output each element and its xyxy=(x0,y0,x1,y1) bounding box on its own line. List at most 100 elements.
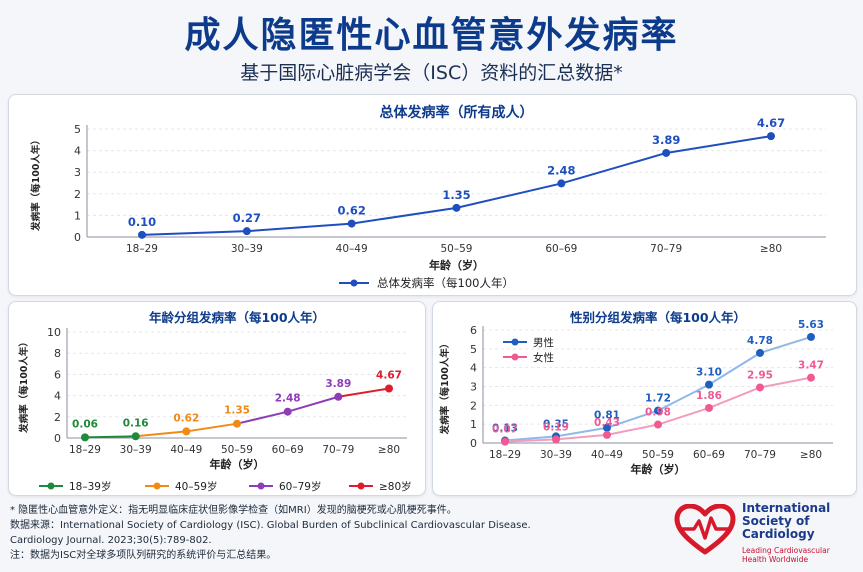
data-label: 1.35 xyxy=(224,405,250,417)
data-label: 3.10 xyxy=(696,367,722,379)
data-point xyxy=(81,433,89,442)
data-point xyxy=(334,392,343,401)
legend-marker xyxy=(511,338,519,346)
x-tick-label: 18–29 xyxy=(126,243,158,255)
series-segment xyxy=(84,435,136,439)
data-point xyxy=(283,407,292,416)
x-axis-label: 年龄（岁） xyxy=(631,462,686,476)
legend-label: 总体发病率（每100人年） xyxy=(377,276,514,290)
overall-incidence-panel: 总体发病率（所有成人） 0 1 2 3 4 5 18–29 30–39 40–49 50–59 60–… xyxy=(8,94,857,296)
data-point xyxy=(654,406,662,415)
data-label: 0.19 xyxy=(543,421,569,433)
x-tick-label: 60–69 xyxy=(272,444,304,456)
y-tick-label: 5 xyxy=(470,343,477,356)
x-tick-label: 60–69 xyxy=(693,449,725,461)
y-tick-label: 5 xyxy=(74,123,81,136)
footnote-definition: * 隐匿性心血管意外定义：指无明显临床症状但影像学检查（如MRI）发现的脑梗死或… xyxy=(10,505,457,516)
x-tick-label: 30–39 xyxy=(540,449,572,461)
x-tick-label: ≥80 xyxy=(800,449,822,461)
data-point xyxy=(705,380,713,389)
data-label: 0.62 xyxy=(337,204,365,218)
data-point xyxy=(603,430,611,439)
legend-marker xyxy=(47,482,55,490)
data-label: 0.35 xyxy=(543,418,569,430)
data-point xyxy=(233,419,241,428)
y-tick-label: 2 xyxy=(470,399,477,412)
data-label: 0.62 xyxy=(173,412,199,424)
page-subtitle: 基于国际心脏病学会（ISC）资料的汇总数据* xyxy=(240,62,623,84)
data-label: 0.27 xyxy=(233,211,261,225)
x-tick-label: 50–59 xyxy=(221,444,253,456)
heart-pulse-icon xyxy=(674,504,736,555)
data-point xyxy=(385,384,393,393)
data-point xyxy=(131,432,140,441)
footnotes: * 隐匿性心血管意外定义：指无明显临床症状但影像学检查（如MRI）发现的脑梗死或… xyxy=(10,503,650,563)
data-point xyxy=(182,427,191,436)
legend-label: ≥80岁 xyxy=(379,480,412,493)
x-tick-label: 40–49 xyxy=(591,449,623,461)
legend-marker xyxy=(350,279,358,287)
data-point xyxy=(756,348,764,357)
x-tick-label: 60–69 xyxy=(545,243,577,255)
legend-marker xyxy=(511,353,519,361)
logo-name: International Society of Cardiology xyxy=(742,501,831,541)
data-point xyxy=(603,423,611,432)
y-axis-label: 发病率（每100人年） xyxy=(30,135,42,232)
legend-label: 40–59岁 xyxy=(175,480,217,493)
legend-label: 男性 xyxy=(533,336,554,349)
data-point xyxy=(756,383,764,392)
data-label: 0.16 xyxy=(123,417,149,429)
x-tick-label: 70–79 xyxy=(322,444,354,456)
age-group-incidence-panel: 年龄分组发病率（每100人年） 0 2 4 6 8 10 18–29 30–39 40–49 50–… xyxy=(8,301,426,496)
y-tick-label: 3 xyxy=(74,166,81,179)
data-label: 2.48 xyxy=(547,163,575,177)
data-label: 5.63 xyxy=(798,319,824,331)
data-label: 2.95 xyxy=(747,369,773,381)
data-label: 3.89 xyxy=(652,133,680,147)
y-tick-label: 3 xyxy=(470,381,477,394)
data-label: 4.67 xyxy=(376,369,402,381)
chart-title: 总体发病率（所有成人） xyxy=(380,104,534,121)
x-tick-label: 18–29 xyxy=(489,449,521,461)
x-tick-label: 70–79 xyxy=(744,449,776,461)
data-point xyxy=(654,420,662,429)
data-point xyxy=(705,403,713,412)
overall-incidence-chart: 总体发病率（所有成人） 0 1 2 3 4 5 18–29 30–39 40–49 50–59 60–… xyxy=(30,104,826,290)
data-label: 0.81 xyxy=(594,410,620,422)
data-point xyxy=(501,437,509,446)
y-tick-label: 6 xyxy=(470,324,477,337)
y-tick-label: 8 xyxy=(54,347,61,360)
data-label: 3.89 xyxy=(325,378,351,390)
y-axis-label: 发病率（每100人年） xyxy=(18,337,30,434)
footnote-note: 注：数据为ISC对全球多项队列研究的系统评价与汇总结果。 xyxy=(10,550,277,561)
data-point xyxy=(347,219,356,228)
sex-group-incidence-chart: 性别分组发病率（每100人年） 0 1 2 3 4 5 6 18–29 30–39 40–49 50–… xyxy=(439,310,833,476)
data-label: 0.10 xyxy=(128,215,156,229)
data-point xyxy=(138,230,146,239)
isc-logo: International Society of Cardiology Lead… xyxy=(674,500,854,568)
x-tick-label: 30–39 xyxy=(120,444,152,456)
data-label: 2.48 xyxy=(275,393,301,405)
chart-title: 年龄分组发病率（每100人年） xyxy=(149,310,325,325)
logo-tagline: Leading Cardiovascular Health Worldwide xyxy=(742,546,830,564)
x-tick-label: 18–29 xyxy=(69,444,101,456)
x-tick-label: 30–39 xyxy=(231,243,263,255)
data-point xyxy=(552,435,560,444)
data-label: 1.86 xyxy=(696,390,722,402)
legend-marker xyxy=(257,482,265,490)
data-label: 0.98 xyxy=(645,407,671,419)
x-tick-label: 40–49 xyxy=(170,444,202,456)
data-point xyxy=(807,332,815,341)
legend-label: 60–79岁 xyxy=(279,480,321,493)
data-point xyxy=(662,148,671,157)
legend-marker xyxy=(357,482,365,490)
data-label: 1.72 xyxy=(645,393,671,405)
data-label: 0.13 xyxy=(492,423,518,435)
x-tick-label: 40–49 xyxy=(336,243,368,255)
y-tick-label: 1 xyxy=(74,209,81,222)
y-tick-label: 4 xyxy=(74,145,81,158)
x-tick-label: ≥80 xyxy=(378,444,400,456)
legend-label: 女性 xyxy=(533,351,554,364)
data-label: 1.35 xyxy=(442,188,470,202)
series-segment xyxy=(338,387,390,398)
